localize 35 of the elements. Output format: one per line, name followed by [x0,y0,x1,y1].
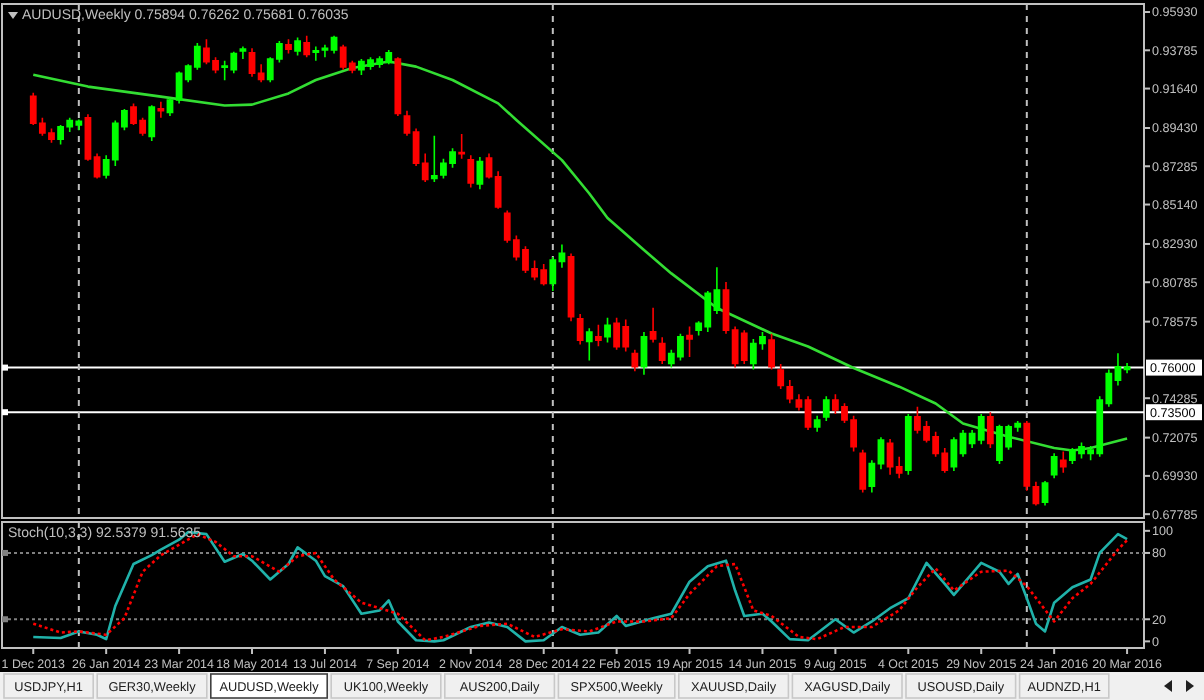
candlestick [467,154,475,189]
candlestick [476,156,484,190]
candlestick [786,379,794,405]
candlestick [148,104,156,142]
candlestick [813,414,821,433]
candlestick [1050,452,1058,480]
candlestick [594,323,602,347]
candlestick [613,316,621,351]
candlestick [576,313,584,346]
candlestick [950,436,958,472]
candlestick [604,316,611,344]
candlestick [285,38,292,55]
candlestick [585,327,593,362]
candlestick [221,59,229,82]
candlestick [631,348,639,372]
candlestick [822,395,830,422]
candlestick [977,413,985,446]
candlestick [768,332,775,371]
candlestick [294,36,301,57]
candlestick [458,133,466,160]
candlestick [777,363,785,390]
candlestick [312,45,320,62]
candlestick [394,56,402,117]
candlestick [686,325,693,358]
candlestick [986,411,994,449]
candlestick [658,336,666,365]
candlestick [904,413,912,476]
candlestick [303,34,311,58]
candlestick [157,100,165,119]
line-series [31,60,1129,452]
candlestick [649,307,657,344]
candlestick [1059,450,1067,474]
candlestick [239,45,247,60]
candlestick [740,329,748,365]
candlestick [859,448,867,494]
